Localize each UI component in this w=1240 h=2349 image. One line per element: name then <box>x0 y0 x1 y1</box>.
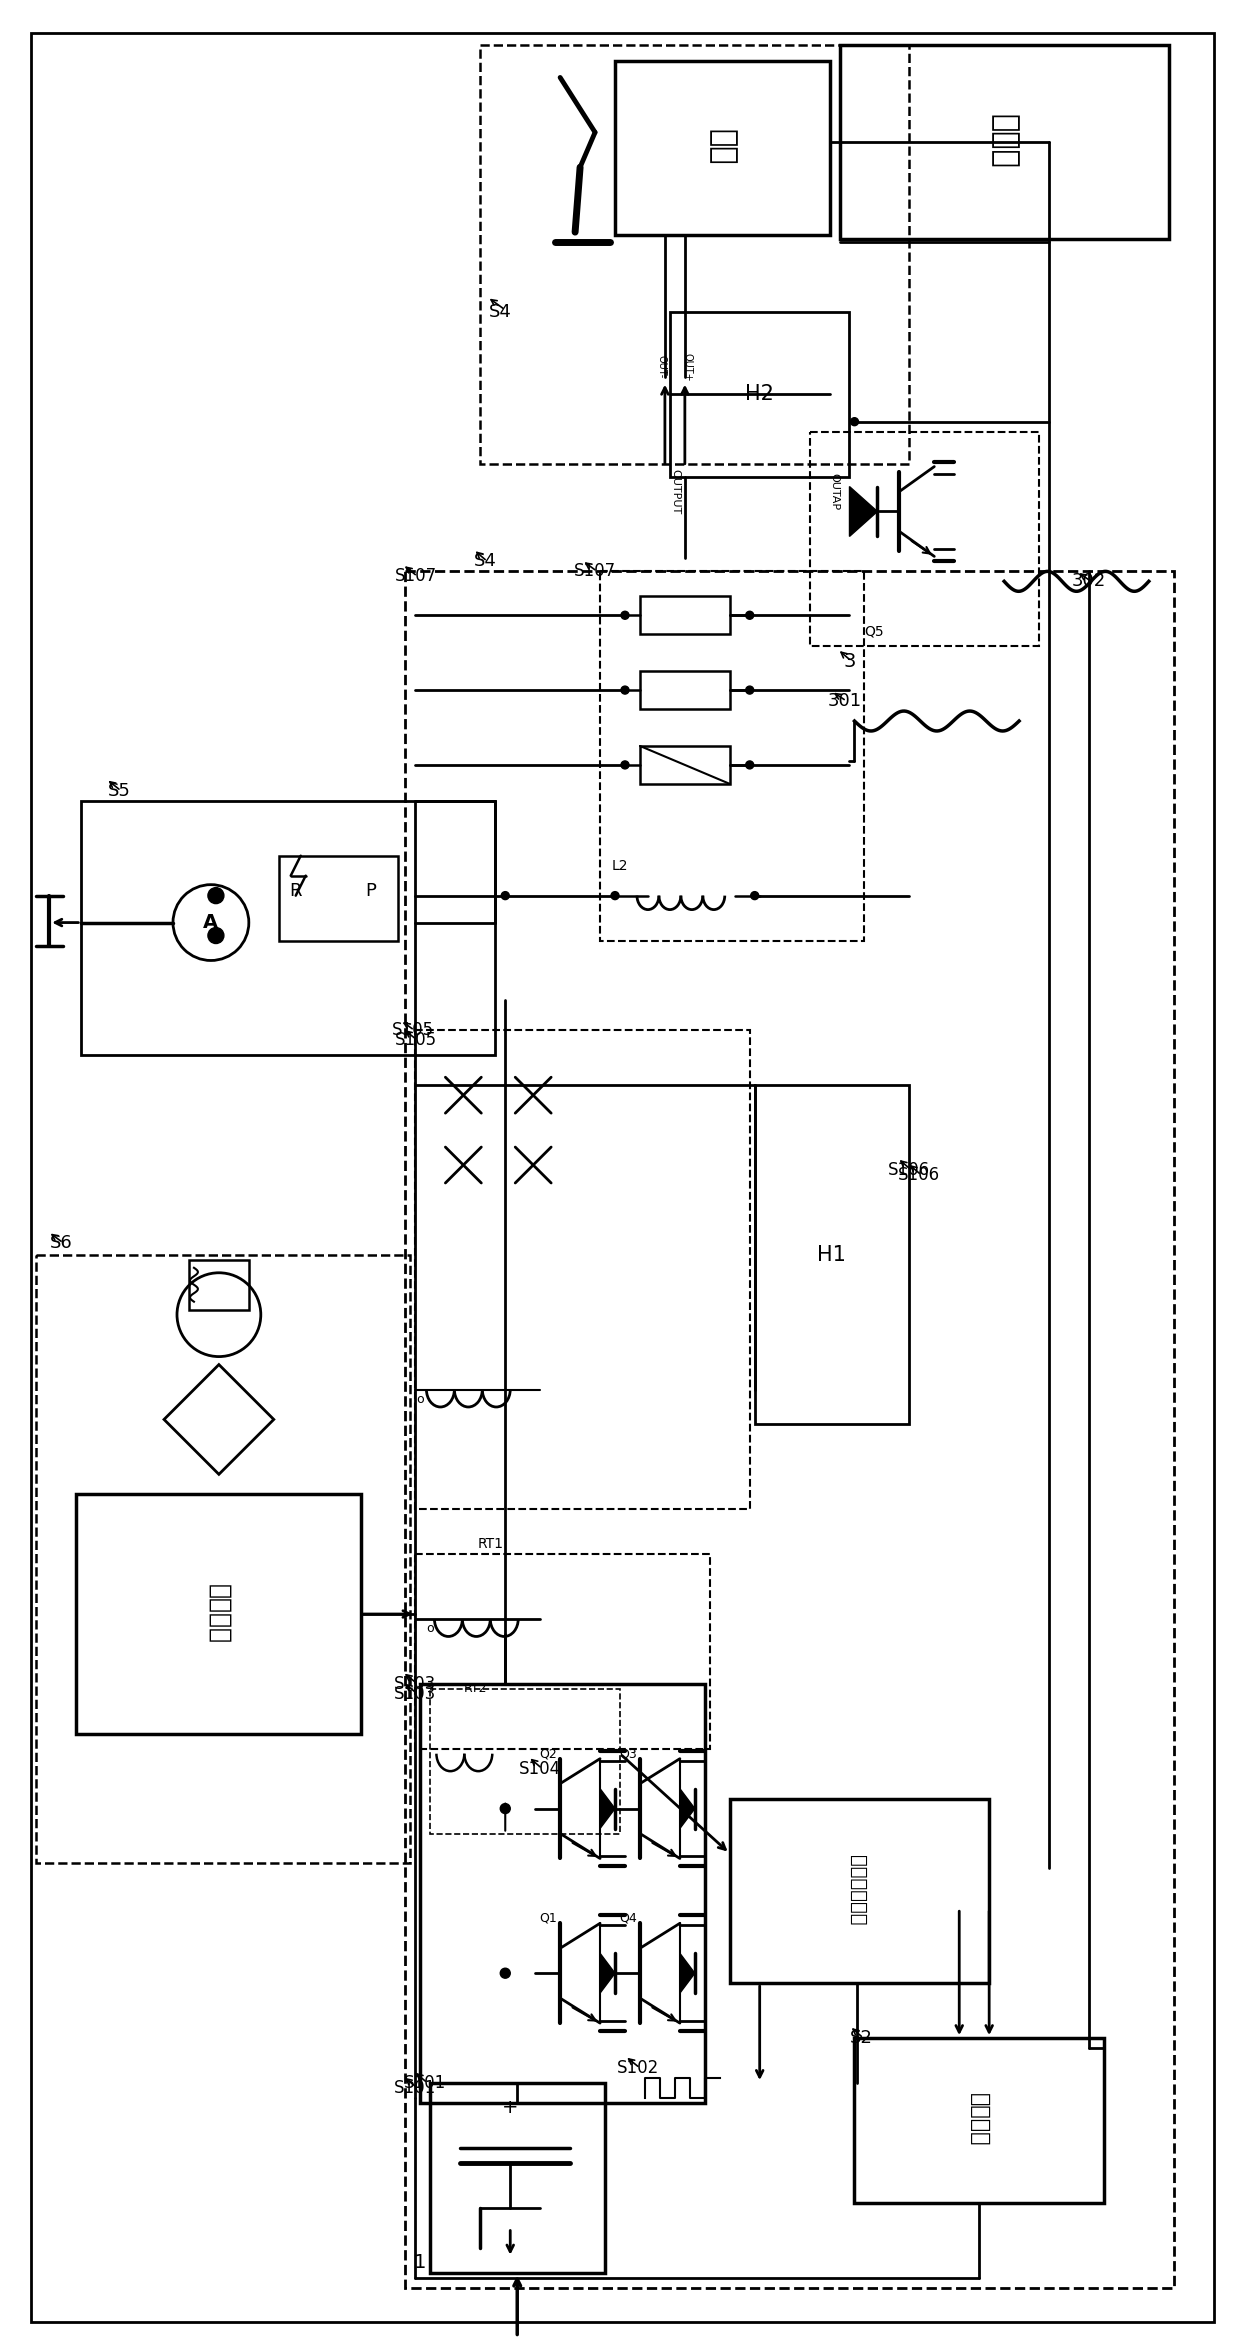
Text: 压缩气源: 压缩气源 <box>207 1583 231 1644</box>
Text: H1: H1 <box>817 1245 846 1264</box>
Circle shape <box>500 1968 510 1978</box>
Text: 主弧: 主弧 <box>707 129 737 164</box>
Text: S101: S101 <box>404 2074 446 2093</box>
Bar <box>188 1259 249 1311</box>
Bar <box>430 1689 620 1835</box>
Bar <box>640 597 730 634</box>
Bar <box>480 45 909 463</box>
Text: Q3: Q3 <box>619 1748 637 1759</box>
Bar <box>430 2084 605 2271</box>
Circle shape <box>621 686 629 693</box>
Bar <box>810 432 1039 646</box>
Circle shape <box>745 761 754 768</box>
Bar <box>600 571 864 940</box>
Text: R: R <box>289 881 303 900</box>
Text: S103: S103 <box>394 1675 436 1694</box>
Text: OUT-: OUT- <box>657 355 667 378</box>
Bar <box>81 801 495 1055</box>
Text: S101: S101 <box>394 2079 436 2098</box>
Circle shape <box>501 893 510 900</box>
Text: S6: S6 <box>50 1233 73 1252</box>
Circle shape <box>208 888 224 904</box>
Text: 控制电路: 控制电路 <box>970 2093 990 2147</box>
Text: OUTPUT: OUTPUT <box>670 470 680 514</box>
Text: 302: 302 <box>1071 573 1106 590</box>
Text: S107: S107 <box>394 568 436 585</box>
Bar <box>640 672 730 709</box>
Text: H2: H2 <box>745 383 774 404</box>
Circle shape <box>621 611 629 620</box>
Text: Q1: Q1 <box>539 1912 557 1924</box>
Circle shape <box>208 928 224 944</box>
Text: OUTAP: OUTAP <box>830 472 839 510</box>
Polygon shape <box>600 1788 615 1828</box>
Text: S4: S4 <box>489 303 512 322</box>
Bar <box>415 1031 750 1510</box>
Text: +: + <box>502 2098 518 2116</box>
Circle shape <box>745 686 754 693</box>
Bar <box>420 1684 704 2102</box>
Bar <box>415 1555 709 1748</box>
Bar <box>854 2039 1104 2203</box>
Bar <box>405 571 1174 2288</box>
Text: S104: S104 <box>520 1759 562 1778</box>
Polygon shape <box>680 1788 694 1828</box>
Text: A: A <box>203 914 218 933</box>
Text: S4: S4 <box>474 552 497 571</box>
Text: RT2: RT2 <box>464 1682 487 1696</box>
Polygon shape <box>849 486 878 536</box>
Circle shape <box>750 893 759 900</box>
Circle shape <box>851 418 858 425</box>
Bar <box>730 1799 990 1983</box>
Polygon shape <box>680 1954 694 1994</box>
Text: RT1: RT1 <box>477 1536 503 1550</box>
Text: S106: S106 <box>888 1160 930 1179</box>
Text: 驱动控制模块: 驱动控制模块 <box>848 1856 867 1926</box>
Bar <box>36 1254 410 1863</box>
Text: S106: S106 <box>898 1165 940 1184</box>
Text: S103: S103 <box>394 1684 436 1703</box>
Circle shape <box>611 893 619 900</box>
Text: S105: S105 <box>394 1031 436 1050</box>
Text: L2: L2 <box>611 860 629 874</box>
Circle shape <box>745 611 754 620</box>
Text: S5: S5 <box>108 782 130 801</box>
Text: Q2: Q2 <box>539 1748 557 1759</box>
Text: o: o <box>417 1393 424 1407</box>
Text: Q5: Q5 <box>864 625 884 639</box>
Circle shape <box>621 761 629 768</box>
Text: S107: S107 <box>574 561 616 580</box>
Text: 3: 3 <box>843 651 856 672</box>
Text: OUT+: OUT+ <box>683 352 693 381</box>
Bar <box>640 747 730 785</box>
Text: S2: S2 <box>851 2030 873 2046</box>
Bar <box>615 61 830 235</box>
Text: S102: S102 <box>616 2060 660 2077</box>
Text: S105: S105 <box>392 1022 434 1038</box>
Text: 引导弧: 引导弧 <box>990 115 1018 169</box>
Text: Q4: Q4 <box>619 1912 637 1924</box>
Bar <box>839 45 1169 240</box>
Bar <box>670 312 849 477</box>
Text: 301: 301 <box>827 693 862 709</box>
Circle shape <box>500 1804 510 1813</box>
Text: o: o <box>427 1623 434 1635</box>
Bar <box>755 1085 909 1423</box>
Bar <box>279 855 398 940</box>
Polygon shape <box>600 1954 615 1994</box>
Text: 1: 1 <box>414 2253 427 2271</box>
Bar <box>76 1494 361 1734</box>
Text: P: P <box>365 881 376 900</box>
